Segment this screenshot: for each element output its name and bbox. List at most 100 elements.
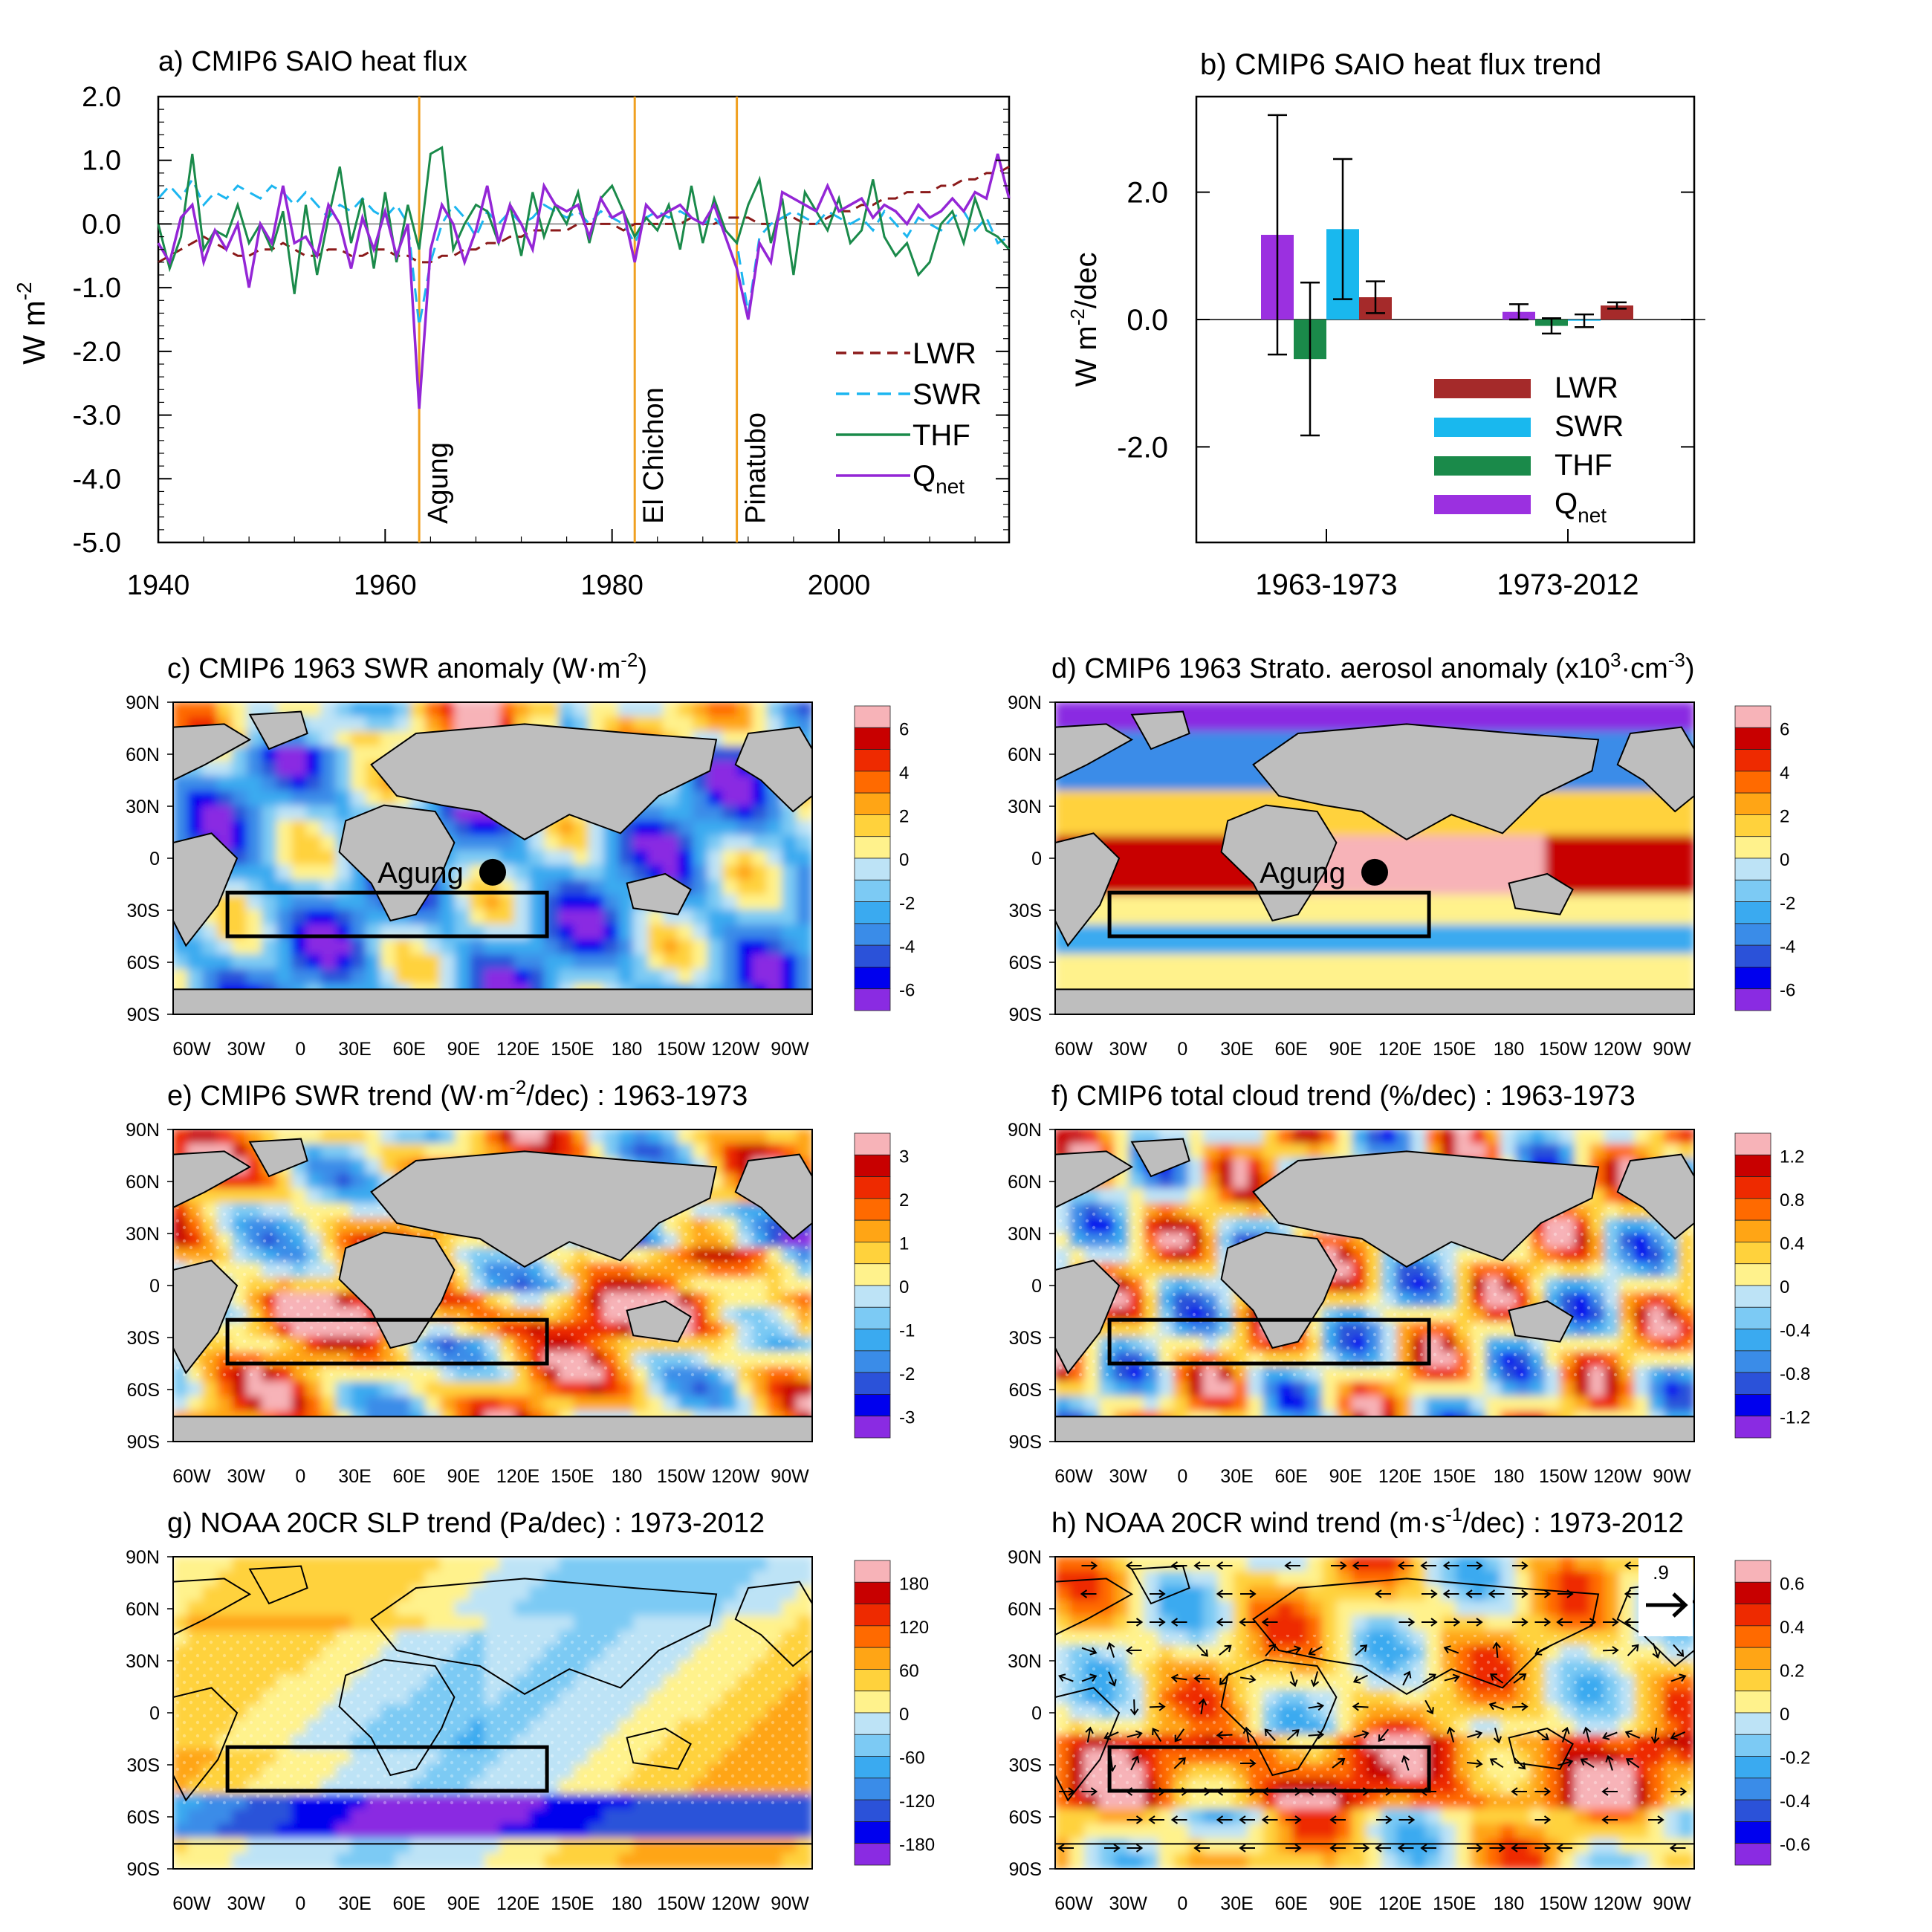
map-cell — [514, 1809, 531, 1825]
map-cell — [544, 702, 560, 718]
map-cell — [752, 1601, 768, 1617]
map-cell — [1396, 895, 1413, 911]
continent — [734, 1153, 812, 1240]
map-cell — [782, 969, 798, 985]
map-cell — [484, 954, 501, 970]
map-cell — [1634, 954, 1650, 970]
map-cell — [1471, 910, 1487, 926]
lon-label: 0 — [1177, 1039, 1187, 1060]
lat-label: 30N — [1008, 1224, 1042, 1245]
map-cell — [797, 880, 812, 896]
map-cell — [232, 1824, 248, 1840]
map-cell — [425, 1838, 441, 1855]
map-cell — [782, 1615, 798, 1632]
map-cell — [514, 895, 531, 911]
map-cell — [648, 954, 664, 970]
map-cell — [455, 895, 471, 911]
map-cell — [1575, 1144, 1591, 1160]
map-cell — [767, 969, 783, 985]
map-cell — [514, 939, 531, 956]
map-cell — [410, 1557, 427, 1572]
map-cell — [737, 702, 753, 718]
map-cell — [1679, 924, 1694, 941]
map-cell — [1099, 820, 1115, 837]
lon-label: 30W — [1109, 1039, 1147, 1060]
map-cell — [262, 746, 278, 762]
map-cell — [707, 969, 724, 985]
map-cell — [321, 1173, 337, 1190]
map-cell — [1114, 820, 1130, 837]
map-cell — [1248, 1129, 1264, 1145]
map-cell — [202, 1557, 218, 1572]
colorbar-swatch — [1734, 705, 1771, 728]
map-cell — [1322, 1129, 1338, 1145]
lon-label: 60E — [392, 1039, 425, 1060]
map-cell — [678, 1381, 694, 1398]
map-cell — [187, 1586, 204, 1602]
map-cell — [797, 939, 812, 956]
map-cell — [1441, 895, 1457, 911]
map-cell — [603, 1144, 620, 1160]
map-cell — [173, 1824, 189, 1840]
map-cell — [1456, 939, 1472, 956]
map-cell — [1604, 910, 1621, 926]
map-cell — [1619, 1396, 1636, 1413]
map-cell — [707, 1396, 724, 1413]
map-cell — [247, 791, 263, 807]
map-cell — [678, 1144, 694, 1160]
volcano-label: Agung — [377, 857, 464, 889]
map-cell — [1158, 791, 1175, 807]
map-title: g) NOAA 20CR SLP trend (Pa/dec) : 1973-2… — [167, 1508, 765, 1539]
map-cell — [455, 1824, 471, 1840]
map-cell — [1262, 939, 1279, 956]
map-cell — [306, 910, 322, 926]
map-cell — [380, 1158, 397, 1175]
map-cell — [722, 969, 739, 985]
map-cell — [1129, 1381, 1145, 1398]
map-cell — [1500, 1129, 1517, 1145]
map-cell — [1560, 791, 1576, 807]
map-cell — [633, 1615, 649, 1632]
map-cell — [1545, 954, 1561, 970]
map-cell — [336, 805, 352, 822]
map-cell — [484, 1571, 501, 1587]
map-cell — [217, 1838, 233, 1855]
lon-label: 90E — [447, 1039, 480, 1060]
map-cell — [321, 1824, 337, 1840]
map-cell — [395, 1129, 412, 1145]
map-cell — [1203, 1144, 1219, 1160]
map-cell — [1619, 791, 1636, 807]
colorbar-swatch — [1734, 1350, 1771, 1373]
map-cell — [1084, 791, 1100, 807]
map-cell — [693, 820, 709, 837]
map-cell — [1604, 895, 1621, 911]
lon-label: 150E — [1433, 1039, 1476, 1060]
map-cell — [1381, 895, 1398, 911]
map-cell — [722, 1129, 739, 1145]
map-cell — [707, 1809, 724, 1825]
colorbar-swatch — [1734, 988, 1771, 1011]
map-cell — [618, 1615, 635, 1632]
lon-label: 120W — [711, 1466, 760, 1487]
map-cell — [173, 791, 189, 807]
map-cell — [1619, 939, 1636, 956]
map-cell — [722, 895, 739, 911]
map-cell — [1307, 895, 1323, 911]
map-cell — [663, 954, 679, 970]
continent — [370, 1150, 718, 1268]
map-cell — [1679, 1396, 1694, 1413]
map-cell — [1203, 865, 1219, 881]
map-cell — [321, 924, 337, 941]
map-cell — [247, 850, 263, 866]
map-cell — [648, 1615, 664, 1632]
map-cell — [633, 1129, 649, 1145]
map-cell — [202, 969, 218, 985]
map-cell — [291, 1173, 308, 1190]
legend-label: THF — [912, 419, 970, 452]
map-cell — [366, 791, 382, 807]
map-cell — [470, 1615, 486, 1632]
colorbar-label: 0 — [899, 850, 909, 870]
map-cell — [306, 850, 322, 866]
map-cell — [1679, 954, 1694, 970]
map-cell — [1396, 1129, 1413, 1145]
